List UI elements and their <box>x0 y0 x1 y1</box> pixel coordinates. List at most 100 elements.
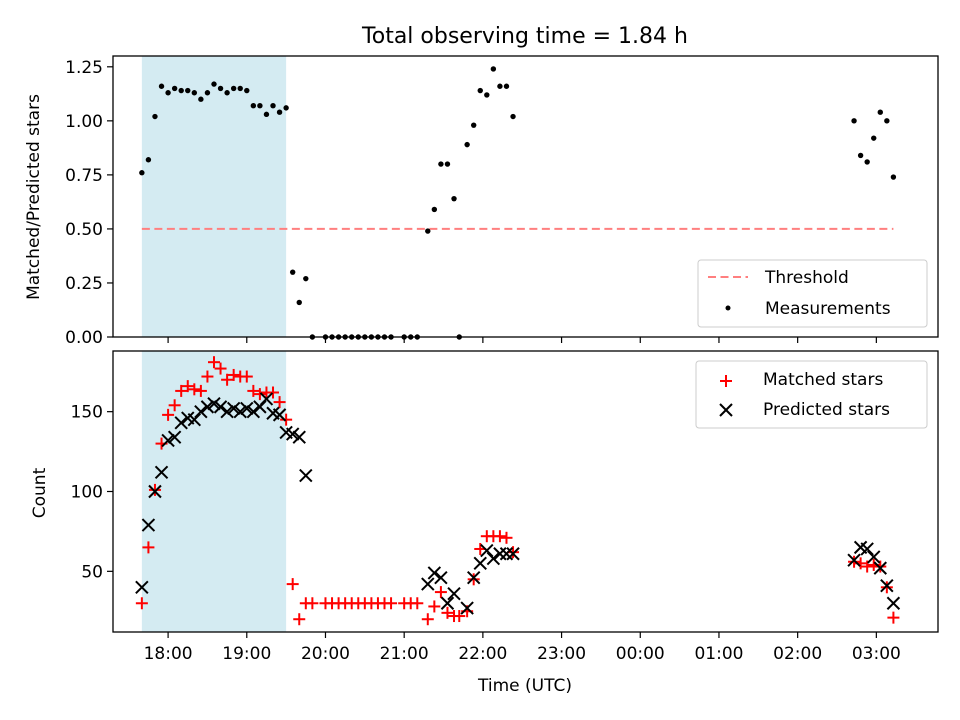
legend-threshold-label: Threshold <box>764 268 849 288</box>
measurement-point <box>171 85 178 92</box>
matched-star-point <box>273 396 286 409</box>
matched-star-point <box>453 610 466 623</box>
count-axes-frame <box>112 350 939 633</box>
legend-matched-label: Matched stars <box>763 370 883 390</box>
measurement-point <box>237 85 243 92</box>
predicted-star-point <box>867 550 881 564</box>
ratio-legend-box <box>697 259 928 328</box>
count-x-ticks: 18:00 19:00 20:00 21:00 22:00 23:00 00:00 01:00… <box>144 632 901 664</box>
x-tick-label: 22:00 <box>458 644 507 664</box>
legend-predicted-label: Predicted stars <box>763 400 890 420</box>
predicted-star-point <box>220 404 234 419</box>
matched-star-point <box>135 597 148 610</box>
measurement-point <box>244 87 250 94</box>
count-y-axis-label: Count <box>30 467 50 518</box>
matched-star-point <box>286 578 299 591</box>
matched-star-point <box>385 597 398 610</box>
matched-star-point <box>201 370 214 383</box>
predicted-star-point <box>200 400 215 414</box>
x-tick-label: 19:00 <box>222 644 271 664</box>
legend-predicted-swatch <box>719 403 733 417</box>
predicted-star-point <box>167 430 182 444</box>
predicted-star-point <box>480 543 494 558</box>
matched-star-point <box>240 370 253 383</box>
matched-star-point <box>493 530 506 543</box>
predicted-star-point <box>161 433 175 448</box>
x-tick-label: 21:00 <box>380 644 429 664</box>
predicted-star-point <box>860 542 874 556</box>
measurement-point <box>871 135 877 141</box>
matched-star-point <box>874 560 887 573</box>
x-tick-label: 20:00 <box>301 644 350 664</box>
measurement-point <box>503 83 510 89</box>
predicted-star-point <box>447 586 461 601</box>
predicted-star-point <box>421 577 435 591</box>
count-shaded-interval <box>141 351 287 632</box>
y-tick-label: 150 <box>71 403 103 423</box>
matched-star-point <box>194 384 207 397</box>
measurement-point <box>276 109 283 115</box>
count-legend-box <box>695 360 928 429</box>
figure-title: Total observing time = 1.84 h <box>361 24 688 49</box>
matched-star-point <box>861 560 874 573</box>
matched-star-point <box>880 581 893 594</box>
matched-star-point <box>280 413 293 426</box>
measurement-points <box>139 66 897 340</box>
measurement-point <box>431 206 438 213</box>
x-tick-label: 02:00 <box>773 644 822 664</box>
predicted-star-point <box>466 571 481 585</box>
measurement-point <box>204 90 211 96</box>
measurement-point <box>490 66 497 72</box>
y-tick-label: 50 <box>81 562 103 582</box>
measurement-point <box>270 103 276 109</box>
y-tick-label: 0.25 <box>65 274 103 294</box>
measurement-point <box>211 81 217 87</box>
y-tick-label: 100 <box>71 483 103 503</box>
predicted-star-point <box>506 547 520 561</box>
predicted-star-point <box>174 416 188 430</box>
predicted-star-point <box>213 400 228 414</box>
matched-star-point <box>411 597 424 610</box>
measurement-point <box>191 90 198 96</box>
predicted-star-point <box>154 465 169 480</box>
y-tick-label: 0.00 <box>65 328 103 348</box>
predicted-star-point <box>135 580 149 595</box>
measurement-point <box>497 83 503 89</box>
count-legend: Matched stars Predicted stars <box>695 360 928 429</box>
measurement-point <box>484 92 490 98</box>
predicted-star-point <box>187 412 202 427</box>
predicted-star-point <box>880 578 894 593</box>
matched-star-point <box>207 356 220 369</box>
y-tick-label: 0.50 <box>65 220 103 240</box>
predicted-star-point <box>440 596 455 610</box>
legend-measurement-label: Measurements <box>765 299 891 319</box>
measurement-point <box>217 85 224 92</box>
predicted-star-point <box>847 553 861 567</box>
measurement-point <box>303 275 309 282</box>
measurement-point <box>178 87 184 94</box>
measurement-point <box>851 118 857 124</box>
matched-star-point <box>306 597 319 610</box>
matched-star-point <box>181 380 194 393</box>
predicted-star-point <box>427 566 442 580</box>
matched-star-point <box>421 613 434 626</box>
predicted-star-point <box>240 401 254 416</box>
x-tick-label: 01:00 <box>694 644 743 664</box>
measurement-point <box>257 103 263 109</box>
predicted-star-point <box>194 404 208 419</box>
ratio-y-axis-label: Matched/Predicted stars <box>24 94 44 300</box>
measurement-point <box>198 96 204 102</box>
measurement-point <box>451 195 457 202</box>
measurement-point <box>444 161 451 167</box>
predicted-star-point <box>486 551 501 566</box>
ratio-shaded-interval <box>141 56 287 337</box>
matched-star-point <box>162 408 175 421</box>
ratio-axes-frame <box>112 55 939 338</box>
measurement-point <box>296 299 302 306</box>
ratio-x-ticks <box>167 337 877 343</box>
x-tick-label: 03:00 <box>852 644 901 664</box>
x-axis-label: Time (UTC) <box>477 676 572 696</box>
measurement-point <box>864 159 870 165</box>
predicted-star-point <box>285 427 300 441</box>
